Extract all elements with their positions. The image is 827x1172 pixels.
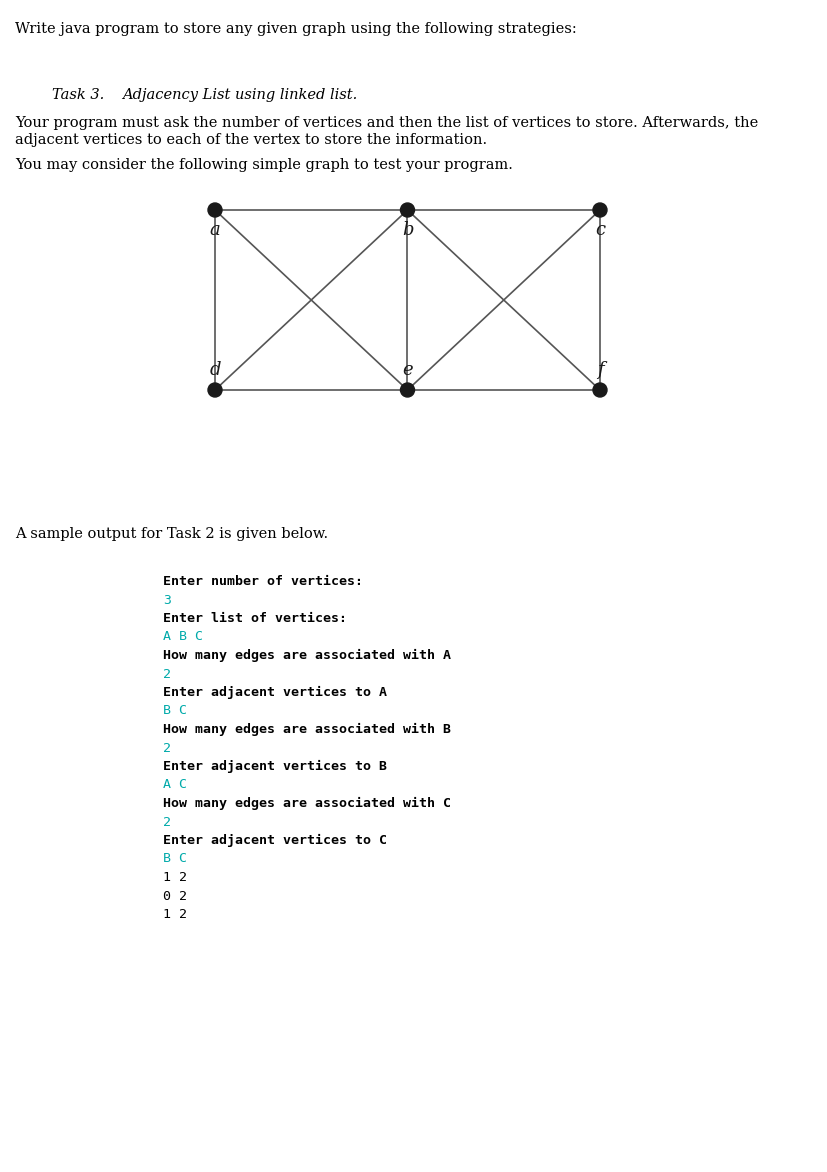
- Text: Task 3.: Task 3.: [52, 88, 104, 102]
- Text: Enter adjacent vertices to B: Enter adjacent vertices to B: [163, 759, 386, 774]
- Text: Adjacency List using linked list.: Adjacency List using linked list.: [122, 88, 356, 102]
- Text: A B C: A B C: [163, 631, 203, 643]
- Text: You may consider the following simple graph to test your program.: You may consider the following simple gr…: [15, 158, 512, 172]
- Text: c: c: [595, 222, 605, 239]
- Text: 2: 2: [163, 742, 171, 755]
- Text: a: a: [209, 222, 220, 239]
- Text: How many edges are associated with B: How many edges are associated with B: [163, 723, 451, 736]
- Text: 3: 3: [163, 593, 171, 606]
- Text: B C: B C: [163, 704, 187, 717]
- Text: 1 2: 1 2: [163, 871, 187, 884]
- Text: 1 2: 1 2: [163, 908, 187, 921]
- Text: 2: 2: [163, 816, 171, 829]
- Text: How many edges are associated with A: How many edges are associated with A: [163, 649, 451, 662]
- Text: f: f: [596, 361, 603, 379]
- Text: e: e: [402, 361, 413, 379]
- Text: Enter list of vertices:: Enter list of vertices:: [163, 612, 347, 625]
- Text: Your program must ask the number of vertices and then the list of vertices to st: Your program must ask the number of vert…: [15, 116, 758, 130]
- Circle shape: [400, 203, 414, 217]
- Text: 2: 2: [163, 668, 171, 681]
- Text: Write java program to store any given graph using the following strategies:: Write java program to store any given gr…: [15, 22, 576, 36]
- Text: d: d: [209, 361, 221, 379]
- Circle shape: [400, 383, 414, 397]
- Circle shape: [208, 383, 222, 397]
- Text: A C: A C: [163, 778, 187, 791]
- Text: 0 2: 0 2: [163, 890, 187, 902]
- Circle shape: [592, 383, 606, 397]
- Text: Enter adjacent vertices to C: Enter adjacent vertices to C: [163, 834, 386, 847]
- Text: adjacent vertices to each of the vertex to store the information.: adjacent vertices to each of the vertex …: [15, 132, 486, 146]
- Circle shape: [592, 203, 606, 217]
- Text: Enter number of vertices:: Enter number of vertices:: [163, 575, 362, 588]
- Text: B C: B C: [163, 852, 187, 865]
- Circle shape: [208, 203, 222, 217]
- Text: Enter adjacent vertices to A: Enter adjacent vertices to A: [163, 686, 386, 699]
- Text: How many edges are associated with C: How many edges are associated with C: [163, 797, 451, 810]
- Text: b: b: [401, 222, 413, 239]
- Text: A sample output for Task 2 is given below.: A sample output for Task 2 is given belo…: [15, 527, 327, 541]
